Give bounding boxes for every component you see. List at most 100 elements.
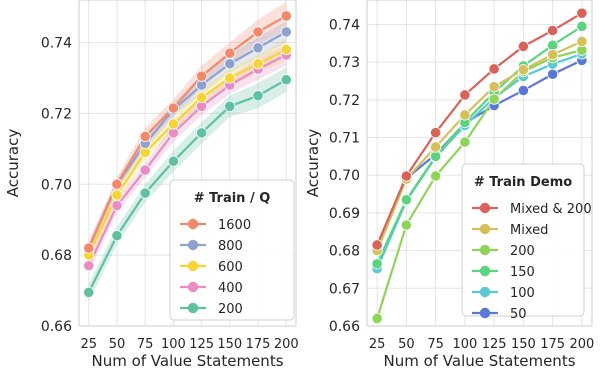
legend-marker-800 bbox=[187, 239, 199, 251]
data-point-600 bbox=[111, 189, 123, 201]
x-tick-label: 125 bbox=[189, 337, 214, 352]
legend-marker-200 bbox=[187, 302, 199, 314]
data-point-mixed bbox=[576, 35, 588, 48]
plot-frame bbox=[78, 0, 297, 327]
data-point-400 bbox=[139, 164, 151, 176]
y-axis-label: Accuracy bbox=[4, 129, 22, 198]
legend-marker-600 bbox=[187, 260, 199, 272]
data-point-150 bbox=[576, 20, 588, 32]
legend-label-150: 150 bbox=[510, 265, 535, 280]
legend-marker-1600 bbox=[187, 218, 199, 230]
legend-marker-100 bbox=[479, 286, 491, 298]
data-point-mixed-200 bbox=[400, 170, 412, 182]
y-tick-label: 0.68 bbox=[41, 248, 72, 264]
legend-label-1600: 1600 bbox=[218, 218, 251, 233]
data-point-1600 bbox=[280, 10, 292, 22]
x-tick-label: 175 bbox=[246, 337, 271, 352]
data-point-mixed bbox=[517, 64, 529, 76]
y-tick-label: 0.73 bbox=[329, 55, 360, 71]
data-point-mixed bbox=[459, 109, 471, 121]
x-tick-label: 50 bbox=[398, 337, 415, 352]
data-point-200 bbox=[252, 90, 264, 102]
y-tick-label: 0.71 bbox=[329, 131, 360, 147]
data-point-150 bbox=[430, 150, 442, 163]
y-tick-label: 0.68 bbox=[329, 244, 360, 260]
legend-label-mixed: Mixed bbox=[510, 223, 548, 238]
data-point-mixed bbox=[547, 49, 559, 61]
legend-box bbox=[461, 163, 585, 317]
data-point-mixed-200 bbox=[547, 24, 559, 37]
data-point-200 bbox=[488, 93, 500, 105]
legend: # Train / Q 1600 800 600 400 200 bbox=[169, 179, 295, 321]
y-tick-label: 0.66 bbox=[329, 319, 360, 335]
y-tick-label: 0.67 bbox=[329, 281, 360, 297]
y-tick-label: 0.70 bbox=[329, 168, 360, 184]
y-tick-label: 0.72 bbox=[329, 93, 360, 109]
x-tick-label: 50 bbox=[109, 337, 126, 352]
series-band-400 bbox=[88, 44, 287, 273]
data-point-600 bbox=[196, 91, 208, 104]
legend-marker-mixed bbox=[479, 223, 491, 235]
data-point-150 bbox=[400, 194, 412, 206]
data-point-200 bbox=[111, 230, 123, 242]
data-point-mixed-200 bbox=[576, 7, 588, 19]
data-point-1600 bbox=[111, 178, 123, 190]
legend-label-600: 600 bbox=[218, 260, 243, 275]
y-tick-label: 0.74 bbox=[329, 17, 360, 33]
data-point-mixed-200 bbox=[488, 63, 500, 75]
data-point-400 bbox=[111, 199, 123, 212]
legend-title: # Train Demo bbox=[474, 175, 572, 190]
legend-marker-50 bbox=[479, 307, 491, 319]
data-point-200 bbox=[400, 219, 412, 231]
y-tick-label: 0.69 bbox=[329, 206, 360, 222]
data-point-600 bbox=[280, 44, 292, 56]
legend-marker-200 bbox=[479, 244, 491, 256]
x-tick-label: 25 bbox=[369, 337, 386, 352]
series-band-800 bbox=[88, 21, 287, 254]
data-point-200 bbox=[139, 187, 151, 199]
data-point-400 bbox=[83, 260, 95, 272]
x-tick-label: 25 bbox=[80, 337, 97, 352]
data-point-50 bbox=[517, 84, 529, 97]
legend-title: # Train / Q bbox=[194, 191, 271, 206]
y-tick-label: 0.70 bbox=[41, 177, 72, 193]
data-point-200 bbox=[224, 100, 236, 112]
data-point-1600 bbox=[224, 47, 236, 59]
x-tick-label: 75 bbox=[137, 337, 154, 352]
data-point-mixed bbox=[430, 141, 442, 153]
legend-label-800: 800 bbox=[218, 239, 243, 254]
legend-marker-150 bbox=[479, 265, 491, 277]
data-point-mixed-200 bbox=[371, 239, 383, 251]
data-point-200 bbox=[371, 312, 383, 325]
data-point-1600 bbox=[167, 102, 179, 114]
legend-box bbox=[169, 179, 295, 321]
chart-panel-2: 0.66 0.67 0.68 0.69 0.70 0.71 0.72 0.73 0.74 25 50… bbox=[304, 0, 594, 370]
x-tick-label: 75 bbox=[427, 337, 444, 352]
legend-marker-mixed-200 bbox=[479, 202, 491, 214]
data-point-200 bbox=[280, 74, 292, 86]
data-point-1600 bbox=[252, 26, 264, 38]
data-point-150 bbox=[547, 39, 559, 51]
x-tick-label: 150 bbox=[511, 337, 536, 352]
x-axis-label: Num of Value Statements bbox=[91, 352, 283, 370]
data-point-1600 bbox=[139, 130, 151, 143]
plot-marks bbox=[83, 1, 292, 302]
y-axis-label: Accuracy bbox=[304, 129, 322, 198]
data-point-1600 bbox=[83, 242, 95, 254]
x-tick-label: 200 bbox=[274, 337, 299, 352]
x-tick-label: 125 bbox=[482, 337, 507, 352]
data-point-200 bbox=[83, 286, 95, 298]
legend-label-200: 200 bbox=[510, 244, 535, 259]
legend-label-50: 50 bbox=[510, 307, 527, 322]
x-tick-label: 150 bbox=[217, 337, 242, 352]
data-point-800 bbox=[280, 26, 292, 38]
legend-label-200: 200 bbox=[218, 302, 243, 317]
data-point-800 bbox=[252, 42, 264, 54]
legend-label-100: 100 bbox=[510, 286, 535, 301]
data-point-mixed-200 bbox=[430, 127, 442, 139]
x-axis-label: Num of Value Statements bbox=[383, 352, 575, 370]
data-point-1600 bbox=[196, 70, 208, 82]
